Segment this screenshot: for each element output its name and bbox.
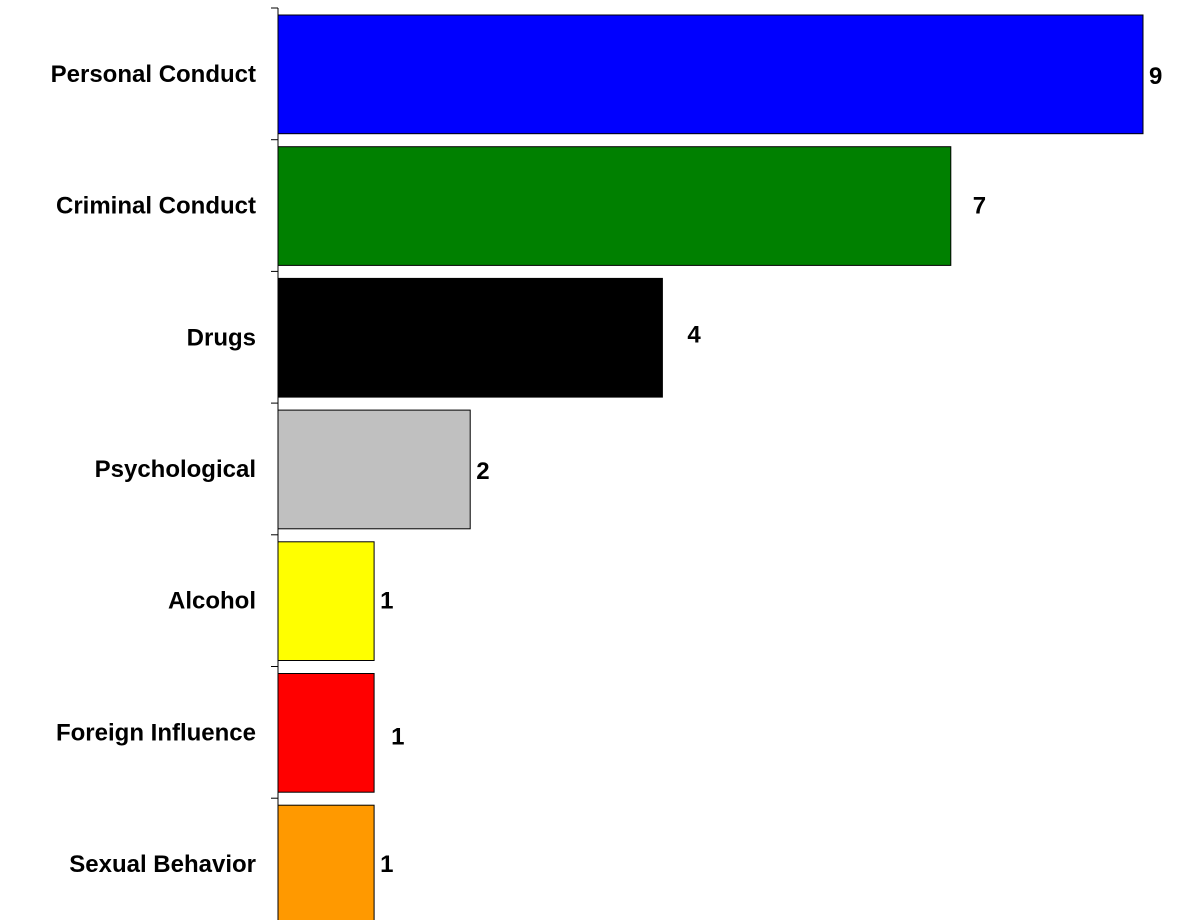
bar: [278, 805, 374, 920]
category-label: Drugs: [187, 324, 256, 351]
value-label: 9: [1149, 63, 1162, 90]
value-label: 7: [973, 193, 986, 220]
value-label: 1: [380, 588, 393, 615]
bar: [278, 15, 1143, 134]
category-label: Psychological: [95, 456, 256, 483]
value-label: 2: [476, 458, 489, 485]
category-label: Sexual Behavior: [69, 851, 256, 878]
bar: [278, 410, 470, 529]
bar: [278, 147, 951, 266]
category-label: Personal Conduct: [51, 61, 256, 88]
category-label: Alcohol: [168, 588, 256, 615]
value-label: 1: [380, 851, 393, 878]
value-label: 1: [391, 723, 404, 750]
bar: [278, 278, 662, 397]
value-label: 4: [687, 321, 701, 348]
bar: [278, 542, 374, 661]
bar: [278, 674, 374, 793]
bars-layer: [278, 15, 1143, 920]
category-label: Criminal Conduct: [56, 193, 256, 220]
category-label: Foreign Influence: [56, 719, 256, 746]
category-axis: [271, 8, 278, 920]
